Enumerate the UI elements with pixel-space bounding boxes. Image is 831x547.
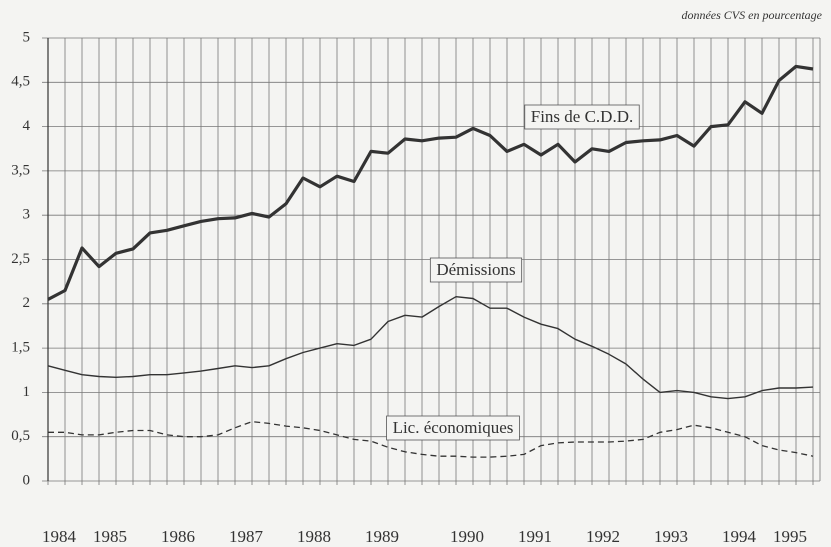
- x-tick-label: 1989: [365, 527, 399, 546]
- x-tick-label: 1993: [654, 527, 688, 546]
- series-label: Lic. économiques: [393, 418, 514, 437]
- y-tick-label: 4,5: [11, 74, 30, 90]
- series-label: Fins de C.D.D.: [531, 107, 633, 126]
- y-tick-label: 0,5: [11, 428, 30, 444]
- y-tick-label: 3,5: [11, 162, 30, 178]
- x-tick-label: 1987: [229, 527, 264, 546]
- series-label-box: [386, 415, 520, 441]
- y-tick-label: 2,5: [11, 251, 30, 267]
- x-tick-label: 1986: [161, 527, 195, 546]
- y-tick-label: 4: [23, 118, 31, 134]
- x-tick-label: 1991: [518, 527, 552, 546]
- x-tick-label: 1995: [773, 527, 807, 546]
- chart-subtitle: données CVS en pourcentage: [681, 8, 822, 22]
- x-tick-label: 1994: [722, 527, 757, 546]
- y-tick-label: 1,5: [11, 340, 30, 356]
- x-tick-label: 1985: [93, 527, 127, 546]
- x-tick-label: 1992: [586, 527, 620, 546]
- x-tick-label: 1984: [42, 527, 77, 546]
- series-line: [48, 420, 814, 458]
- y-tick-label: 5: [23, 29, 31, 45]
- y-tick-label: 2: [23, 295, 31, 311]
- series-line: [47, 296, 814, 400]
- series-label: Démissions: [436, 260, 515, 279]
- y-tick-label: 3: [23, 207, 31, 223]
- series-label-box: [429, 257, 523, 283]
- x-tick-label: 1990: [450, 527, 484, 546]
- series-line: [47, 64, 814, 301]
- y-tick-label: 1: [23, 384, 31, 400]
- y-tick-label: 0: [23, 472, 31, 488]
- x-tick-label: 1988: [297, 527, 331, 546]
- series-label-box: [524, 104, 640, 130]
